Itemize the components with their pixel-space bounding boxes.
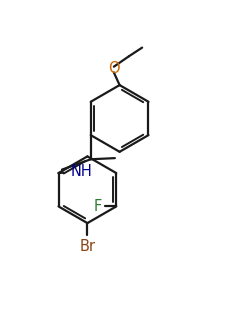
Text: F: F <box>93 199 101 214</box>
Text: O: O <box>108 61 119 76</box>
Text: NH: NH <box>70 165 92 179</box>
Text: Br: Br <box>79 239 95 253</box>
